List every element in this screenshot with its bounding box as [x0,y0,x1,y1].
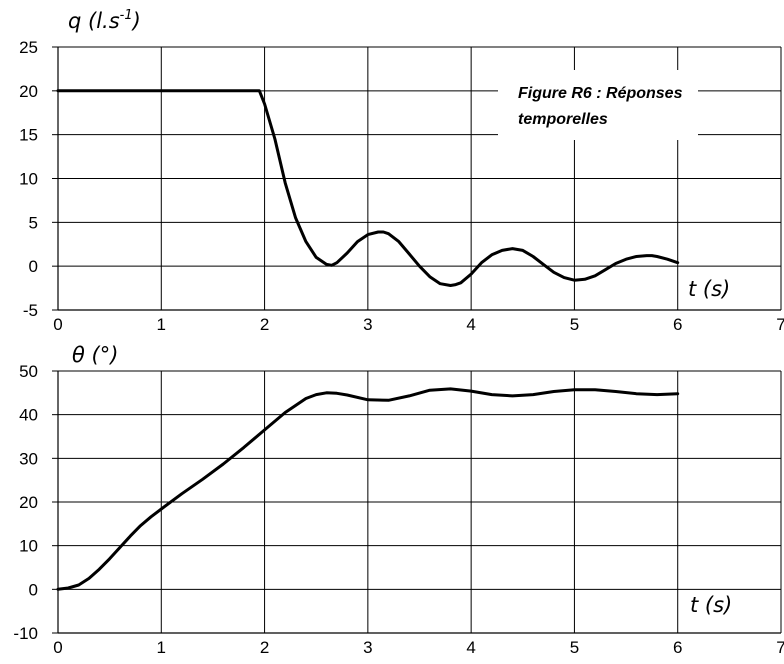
angle-series-line [56,387,680,591]
angle-x-tick-label: 2 [260,638,269,657]
flow-y-tick-label: -5 [23,301,38,320]
angle-y-tick-label: 30 [19,449,38,468]
angle-x-tick-label: 4 [466,638,475,657]
flow-chart-series [56,89,680,287]
flow-x-tick-label: 6 [673,315,682,334]
angle-chart-labels: 0 1 2 3 4 5 6 7 -10 0 10 20 30 40 50 [13,362,784,657]
flow-x-tick-label: 5 [570,315,579,334]
flow-x-tick-label: 1 [157,315,166,334]
figure-caption-line-2: temporelles [518,111,608,128]
angle-y-tick-label: 10 [19,537,38,556]
flow-y-tick-label: 0 [29,257,38,276]
angle-chart-grid [58,370,782,633]
figure-caption-line-1: Figure R6 : Réponses [518,85,683,102]
angle-x-tick-label: 5 [570,638,579,657]
flow-y-tick-label: 15 [19,126,38,145]
angle-x-tick-label: 6 [673,638,682,657]
angle-x-tick-label: 7 [776,638,784,657]
angle-y-tick-label: 0 [29,580,38,599]
flow-y-tick-label: 20 [19,82,38,101]
annotation-background [498,70,698,140]
angle-chart-series [56,387,680,591]
angle-x-tick-label: 1 [157,638,166,657]
angle-x-tick-label: 3 [363,638,372,657]
angle-y-tick-label: 50 [19,362,38,381]
flow-y-tick-label: 25 [19,38,38,57]
flow-axis-label: q (l.s-1) [68,8,141,33]
flow-series-line [56,89,680,287]
flow-time-axis-label: t (s) [688,277,730,301]
flow-y-tick-label: 10 [19,170,38,189]
flow-x-tick-label: 4 [466,315,475,334]
flow-x-tick-label: 7 [776,315,784,334]
flow-y-tick-label: 5 [29,213,38,232]
angle-y-tick-label: 20 [19,493,38,512]
flow-chart-labels: 0 1 2 3 4 5 6 7 -5 0 5 10 15 20 25 [19,38,784,334]
angle-x-tick-label: 0 [53,638,62,657]
flow-x-tick-label: 3 [363,315,372,334]
angle-axis-label: θ (°) [72,343,118,367]
flow-x-tick-label: 0 [53,315,62,334]
flow-chart: 0 1 2 3 4 5 6 7 -5 0 5 10 15 20 25 q (l.s-1) t (s) Fig… [19,8,784,334]
angle-y-tick-label: -10 [13,624,38,643]
angle-time-axis-label: t (s) [690,593,732,617]
flow-x-tick-label: 2 [260,315,269,334]
angle-chart: 0 1 2 3 4 5 6 7 -10 0 10 20 30 40 50 θ (°) t (s) [13,343,784,657]
angle-y-tick-label: 40 [19,406,38,425]
